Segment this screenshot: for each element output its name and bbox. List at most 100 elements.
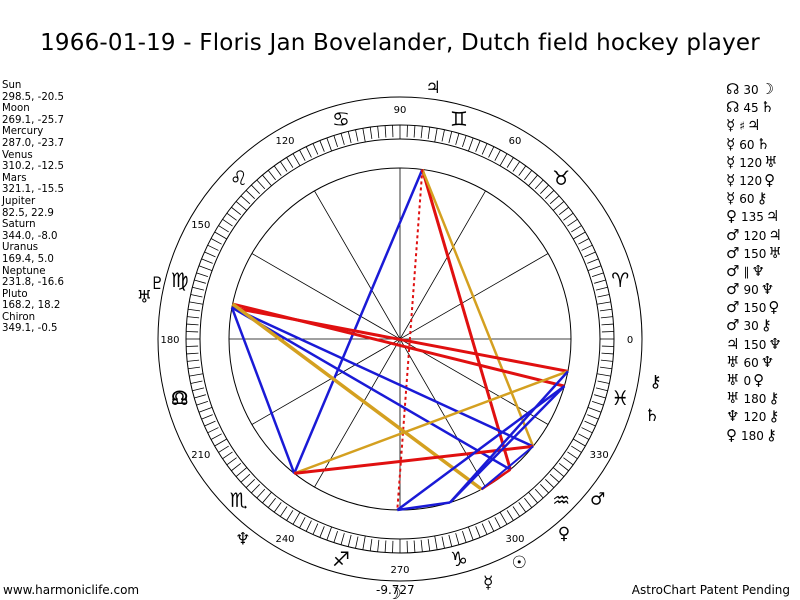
aspect-planet-glyph: ⚷ — [760, 316, 772, 335]
degree-tick — [468, 137, 474, 152]
planet-glyph-pluto: ♇ — [150, 274, 165, 294]
aspect-angle: 150 — [743, 301, 767, 316]
degree-tick — [448, 534, 453, 547]
degree-tick — [578, 433, 590, 440]
degree-tick — [214, 438, 227, 447]
aspect-angle: 150 — [743, 337, 767, 352]
aspect-planet-glyph: ♅ — [764, 152, 778, 171]
degree-tick — [235, 201, 248, 211]
degree-tick — [240, 473, 251, 483]
aspect-planet-glyph: ♀ — [764, 170, 776, 189]
degree-tick — [210, 433, 222, 440]
degree-label: 240 — [275, 534, 294, 545]
degree-tick — [552, 201, 565, 211]
degree-tick — [273, 502, 282, 513]
degree-tick — [305, 146, 312, 158]
degree-tick — [573, 231, 586, 240]
aspect-planet-glyph: ♅ — [726, 389, 740, 408]
degree-tick — [198, 265, 213, 271]
degree-tick — [384, 540, 387, 553]
zodiac-sign-glyph: ♐ — [332, 547, 350, 571]
aspect-planet-glyph: ♂ — [726, 261, 740, 280]
aspect-planet-glyph: ♄ — [756, 134, 770, 153]
degree-tick — [222, 451, 233, 459]
degree-tick — [512, 506, 520, 517]
planet-name-pluto: Pluto — [2, 288, 28, 300]
degree-tick — [597, 380, 610, 384]
aspect-line-mercury-saturn — [449, 385, 566, 504]
degree-tick — [231, 206, 242, 215]
aspect-line-neptune-mars — [294, 444, 534, 475]
degree-tick — [207, 427, 219, 434]
aspect-row: ☿ 120 ♀ — [726, 171, 782, 189]
degree-tick — [475, 140, 481, 152]
aspect-angle: 60 — [743, 355, 759, 370]
degree-label: 210 — [191, 450, 210, 461]
degree-tick — [601, 323, 614, 326]
degree-tick — [475, 526, 481, 538]
aspect-planet-glyph: ☿ — [726, 189, 736, 208]
degree-tick — [549, 473, 560, 483]
aspect-planet-glyph: ♃ — [726, 334, 740, 353]
degree-tick — [571, 225, 582, 233]
degree-tick — [189, 301, 204, 305]
planet-glyph-venus: ♀ — [558, 524, 570, 544]
degree-tick — [251, 484, 260, 494]
degree-tick — [540, 184, 549, 194]
aspect-row: ♂ ∥ ♆ — [726, 262, 782, 280]
degree-tick — [262, 174, 272, 187]
aspect-line-jupiter-venus — [420, 169, 512, 471]
degree-tick — [494, 149, 501, 161]
zodiac-sign-glyph: ♍ — [171, 268, 189, 292]
degree-tick — [571, 445, 582, 453]
aspect-line-jupiter-neptune — [293, 168, 424, 474]
aspect-row: ☿ 60 ♄ — [726, 135, 782, 153]
degree-tick — [599, 366, 612, 370]
aspect-angle: 0 — [743, 374, 752, 388]
degree-tick — [534, 179, 544, 190]
degree-tick — [455, 533, 460, 545]
degree-tick — [299, 149, 306, 161]
degree-tick — [189, 373, 204, 377]
aspect-line-uranus-mars — [231, 306, 534, 448]
aspect-row: ♂ 120 ♃ — [726, 226, 782, 244]
degree-tick — [596, 301, 611, 305]
aspect-row: ♃ 150 ♆ — [726, 335, 782, 353]
degree-tick — [355, 536, 359, 549]
degree-tick — [267, 497, 276, 508]
aspect-angle: 150 — [743, 246, 767, 261]
degree-tick — [377, 126, 380, 139]
degree-tick — [594, 394, 606, 399]
zodiac-sign-glyph: ♉ — [552, 166, 570, 190]
aspect-row: ♂ 150 ♅ — [726, 244, 782, 262]
degree-tick — [427, 127, 431, 140]
aspect-planet-glyph: ♂ — [726, 316, 740, 335]
degree-tick — [549, 195, 560, 205]
aspect-angle: 90 — [743, 283, 759, 298]
degree-tick — [563, 212, 574, 221]
degree-tick — [267, 170, 276, 181]
planet-name-saturn: Saturn — [2, 219, 36, 231]
aspect-planet-glyph: ♃ — [768, 225, 782, 244]
degree-tick — [196, 401, 209, 406]
zodiac-sign-glyph: ♓ — [611, 386, 629, 410]
degree-tick — [207, 244, 219, 251]
zodiac-sign-glyph: ♋ — [332, 107, 350, 131]
degree-tick — [369, 538, 373, 551]
degree-tick — [377, 539, 380, 552]
degree-tick — [362, 128, 366, 143]
website-footer[interactable]: www.harmoniclife.com — [3, 583, 140, 597]
degree-tick — [595, 387, 608, 392]
aspect-line-mercury-chiron — [449, 370, 569, 504]
degree-tick — [362, 535, 366, 550]
degree-tick — [198, 407, 213, 413]
aspect-planet-glyph: ⚷ — [756, 189, 768, 208]
degree-tick — [286, 157, 294, 168]
degree-tick — [534, 488, 544, 499]
degree-tick — [413, 540, 416, 553]
aspect-angle: 180 — [741, 428, 764, 443]
degree-tick — [462, 530, 467, 543]
aspect-row: ♂ 90 ♆ — [726, 280, 782, 298]
planet-glyph-neptune: ♆ — [235, 530, 250, 550]
